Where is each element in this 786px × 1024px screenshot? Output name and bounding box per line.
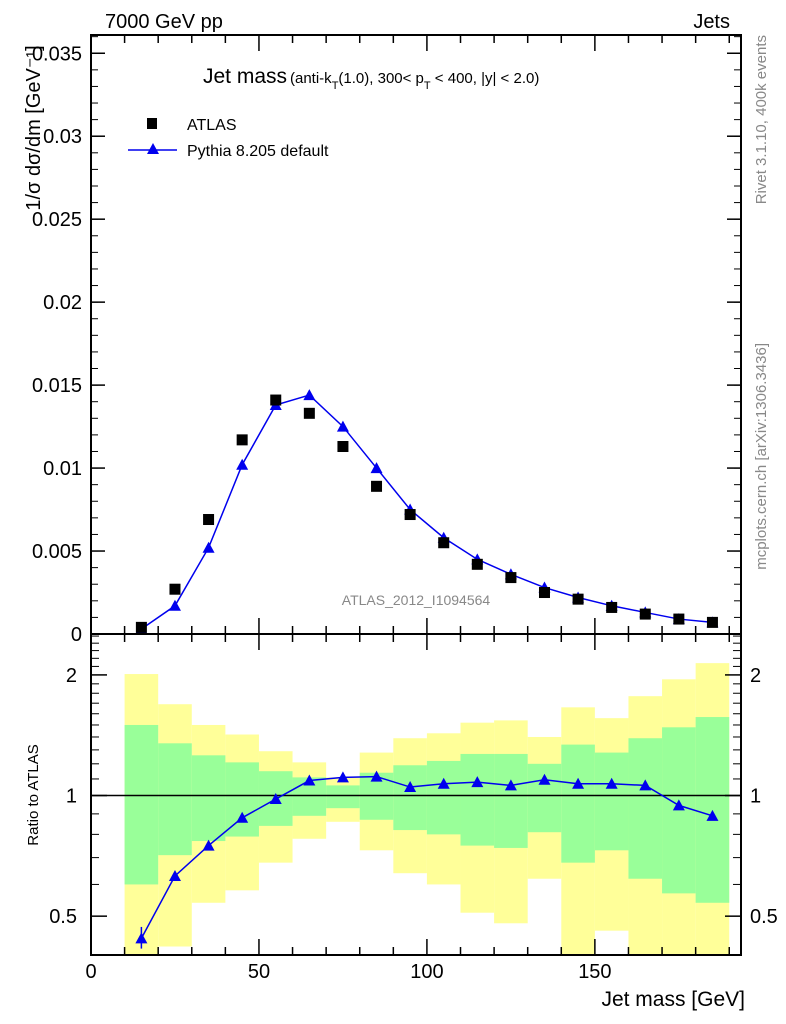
pythia-point: [370, 462, 383, 474]
ratio-y-tick-label-right: 0.5: [750, 906, 778, 928]
ratio-point: [202, 839, 215, 851]
atlas-point: [438, 537, 450, 549]
ratio-y-tick-label: 1: [66, 786, 77, 808]
watermark: ATLAS_2012_I1094564: [342, 592, 491, 608]
ratio-point: [404, 781, 417, 793]
atlas-point: [270, 394, 282, 406]
legend-atlas-marker: [147, 118, 157, 129]
x-axis-label: Jet mass [GeV]: [601, 988, 745, 1011]
ratio-point: [706, 809, 719, 821]
ratio-band-inner: [460, 753, 495, 846]
legend: ATLAS Pythia 8.205 default: [128, 117, 329, 160]
atlas-point: [471, 558, 483, 570]
ratio-point: [168, 869, 181, 881]
side-text-mcplots: mcplots.cern.ch [arXiv:1306.3436]: [753, 343, 770, 570]
ratio-bands: [124, 663, 730, 955]
ratio-band-inner: [191, 755, 226, 842]
pythia-point: [202, 541, 215, 553]
atlas-point: [639, 608, 651, 620]
header-left: 7000 GeV pp: [105, 11, 223, 33]
atlas-point: [203, 514, 215, 526]
ratio-band-inner: [494, 753, 528, 848]
ratio-point: [672, 799, 685, 811]
plot-title: Jet mass: [203, 65, 287, 88]
side-text-rivet: Rivet 3.1.10, 400k events: [753, 35, 770, 204]
ratio-point: [504, 779, 517, 791]
y-tick-label: 0.025: [32, 209, 82, 231]
pythia-point: [336, 420, 349, 432]
ratio-band-inner: [225, 762, 259, 837]
atlas-point: [236, 434, 248, 446]
ratio-point: [471, 776, 484, 788]
ratio-frame: [90, 633, 742, 956]
atlas-point: [673, 613, 685, 625]
ratio-band-inner: [594, 752, 629, 851]
plot-subtitle: (anti-kT(1.0), 300< pT < 400, |y| < 2.0): [290, 70, 539, 92]
ratio-y-label: Ratio to ATLAS: [25, 744, 42, 845]
atlas-point: [371, 480, 383, 492]
ratio-point: [303, 774, 316, 786]
ratio-band-inner: [561, 744, 595, 863]
atlas-point: [706, 616, 718, 628]
atlas-point: [169, 583, 181, 595]
ratio-point: [538, 773, 551, 785]
atlas-point: [606, 601, 618, 613]
atlas-point: [404, 509, 416, 521]
legend-pythia-marker: [147, 143, 159, 154]
ratio-band-inner: [326, 785, 360, 809]
main-y-label: 1/σ dσ/dm [GeV⁻¹]: [23, 45, 45, 210]
ratio-y-tick-label-right: 2: [750, 665, 761, 687]
pythia-point: [303, 389, 316, 401]
ratio-point: [572, 777, 585, 789]
ratio-point: [336, 771, 349, 783]
ratio-point: [605, 777, 618, 789]
chart-marks: [91, 389, 741, 949]
ratio-y-tick-label: 0.5: [49, 906, 77, 928]
x-tick-label: 0: [85, 961, 96, 983]
pythia-point: [236, 458, 249, 470]
axis-ticks: 0 0.005 0.01 0.015 0.02 0.025 0.03 0.035 0 50 100 1…: [32, 35, 778, 983]
ratio-band-inner: [124, 724, 159, 885]
y-tick-label: 0.03: [43, 126, 82, 148]
ratio-band-inner: [426, 760, 461, 835]
atlas-point: [303, 407, 315, 419]
legend-atlas-label: ATLAS: [187, 117, 237, 134]
y-tick-label: 0.005: [32, 541, 82, 563]
atlas-point: [538, 587, 550, 599]
x-tick-label: 50: [248, 961, 270, 983]
atlas-point: [572, 593, 584, 605]
y-tick-label: 0: [71, 624, 82, 646]
header-right: Jets: [693, 11, 730, 33]
ratio-y-tick-label: 2: [66, 665, 77, 687]
x-tick-label: 150: [578, 961, 611, 983]
pythia-point: [168, 599, 181, 611]
atlas-point: [135, 621, 147, 633]
y-tick-label: 0.02: [43, 292, 82, 314]
ratio-point: [236, 811, 249, 823]
x-tick-label: 100: [410, 961, 443, 983]
ratio-point: [370, 770, 383, 782]
ratio-y-tick-label-right: 1: [750, 786, 761, 808]
pythia-line: [140, 394, 713, 630]
legend-pythia-label: Pythia 8.205 default: [187, 143, 329, 160]
atlas-point: [337, 441, 349, 453]
ratio-point: [639, 779, 652, 791]
y-tick-label: 0.035: [32, 43, 82, 65]
y-tick-label: 0.01: [43, 458, 82, 480]
atlas-point: [505, 572, 517, 584]
ratio-band-inner: [393, 765, 427, 831]
ratio-point: [437, 777, 450, 789]
ratio-band-inner: [628, 738, 663, 879]
y-tick-label: 0.015: [32, 375, 82, 397]
ratio-point: [135, 932, 148, 944]
ratio-band-inner: [158, 743, 192, 856]
ratio-point: [269, 793, 282, 805]
